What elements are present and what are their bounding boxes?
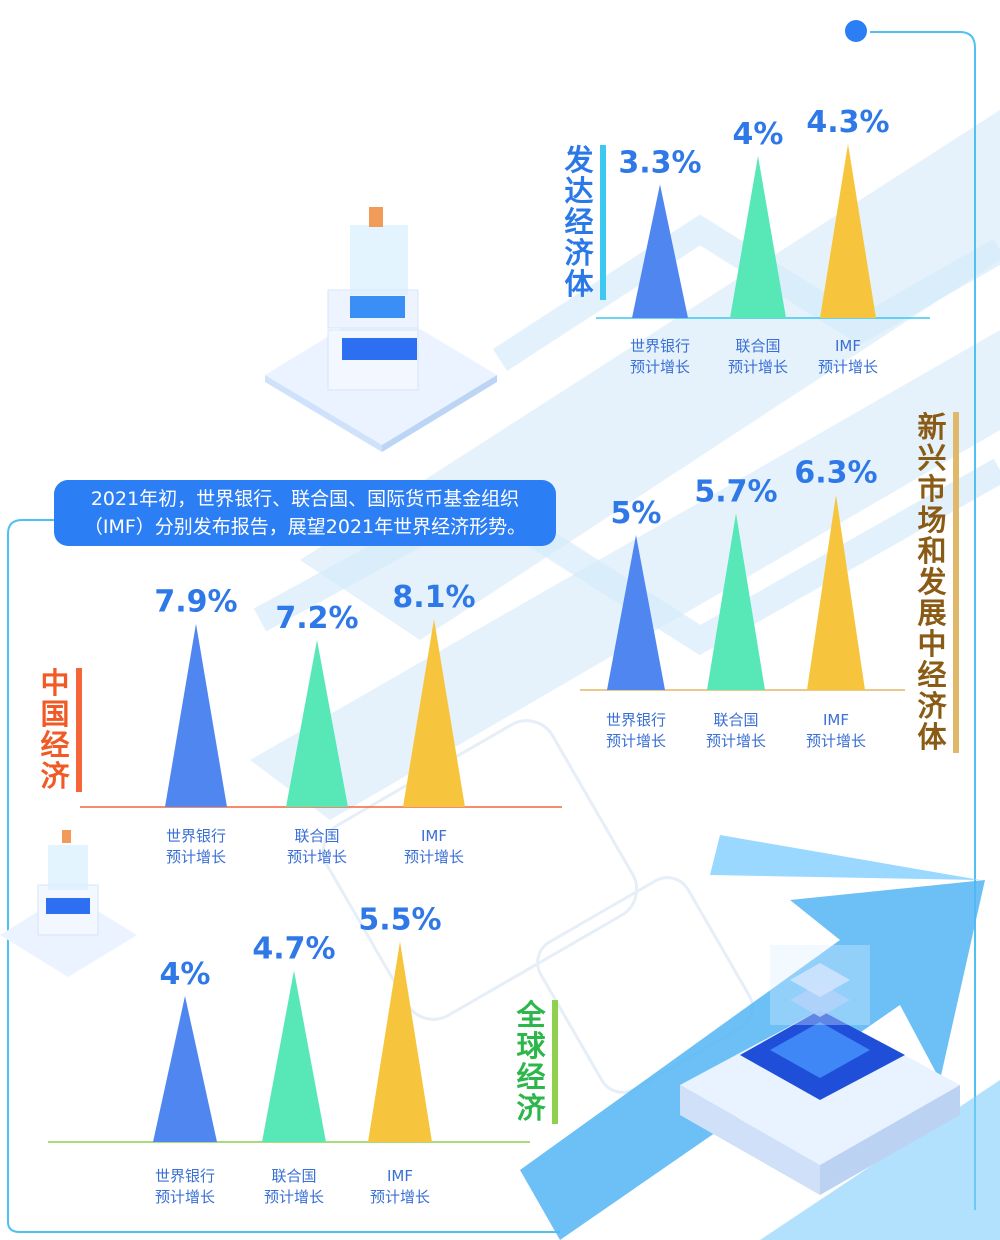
chart-value-label: 4.7% — [252, 931, 335, 966]
chart-title-developed: 发达经济体 — [562, 145, 606, 300]
chart-category-label: IMF 预计增长 — [379, 826, 489, 868]
chart-category-line: IMF — [387, 1167, 413, 1185]
chart-bar — [153, 996, 217, 1142]
chart-value-label: 8.1% — [392, 580, 475, 615]
server-icon — [265, 207, 497, 452]
chart-category-line: IMF — [823, 711, 849, 729]
chart-title-char: 场 — [917, 503, 947, 537]
chart-category-line: 预计增长 — [286, 848, 347, 866]
chart-title-char: 和 — [917, 534, 947, 568]
chart-category-line: 预计增长 — [403, 848, 464, 866]
chart-bar — [262, 970, 326, 1142]
chart-category-label: IMF 预计增长 — [793, 336, 903, 378]
chart-bar — [403, 619, 465, 807]
chart-bar — [730, 156, 786, 318]
chart-category-line: IMF — [421, 827, 447, 845]
chart-title-char: 济 — [917, 689, 947, 723]
chart-title-char: 市 — [917, 472, 947, 506]
chart-bar — [165, 623, 227, 807]
chart-category-label: 世界银行 预计增长 — [605, 336, 715, 378]
chart-title-char: 经 — [516, 1060, 546, 1094]
intro-line-1: 2021年初，世界银行、联合国、国际货币基金组织 — [90, 488, 520, 510]
chart-value-label: 4% — [733, 117, 784, 152]
chart-category-line: 联合国 — [713, 711, 759, 729]
chart-category-line: 预计增长 — [165, 848, 226, 866]
chart-title-char: 兴 — [917, 441, 947, 475]
chart-title-char: 经 — [564, 205, 594, 239]
chart-title-char: 体 — [564, 267, 594, 301]
decor-dot-icon — [845, 20, 867, 42]
chart-category-label: 联合国 预计增长 — [239, 1166, 349, 1208]
chart-category-line: 预计增长 — [369, 1188, 430, 1206]
chart-category-label: 联合国 预计增长 — [703, 336, 813, 378]
chart-bar — [286, 639, 348, 807]
chart-category-line: 预计增长 — [727, 358, 788, 376]
chart-title-char: 济 — [516, 1091, 546, 1125]
chart-title-char: 国 — [40, 697, 70, 731]
chart-title-emerging: 新兴市场和发展中经济体 — [915, 412, 959, 753]
dashboard-device-icon — [680, 945, 960, 1195]
chart-category-line: 预计增长 — [705, 732, 766, 750]
chart-title-char: 达 — [564, 174, 594, 208]
chart-category-line: 预计增长 — [629, 358, 690, 376]
chart-category-line: 世界银行 — [629, 337, 690, 355]
chart-category-line: 世界银行 — [605, 711, 666, 729]
chart-title-china: 中国经济 — [38, 668, 82, 792]
chart-title-char: 中 — [40, 666, 70, 700]
chart-category-label: 联合国 预计增长 — [681, 710, 791, 752]
chart-category-line: 预计增长 — [817, 358, 878, 376]
chart-title-char: 济 — [564, 236, 594, 270]
chart-category-line: 预计增长 — [605, 732, 666, 750]
chart-bar — [368, 941, 432, 1142]
chart-bar — [607, 535, 665, 690]
chart-bar — [807, 494, 865, 690]
chart-category-line: 预计增长 — [154, 1188, 215, 1206]
chart-category-line: 联合国 — [294, 827, 340, 845]
chart-category-label: 世界银行 预计增长 — [141, 826, 251, 868]
chart-value-label: 5.5% — [358, 902, 441, 937]
chart-title-char: 新 — [917, 410, 947, 444]
chart-value-label: 4.3% — [806, 105, 889, 140]
chart-value-label: 7.2% — [275, 601, 358, 636]
chart-category-line: 联合国 — [271, 1167, 317, 1185]
chart-title-char: 体 — [917, 720, 947, 754]
chart-value-label: 5% — [611, 496, 662, 531]
chart-category-label: IMF 预计增长 — [345, 1166, 455, 1208]
chart-title-char: 球 — [516, 1029, 546, 1063]
chart-value-label: 6.3% — [794, 456, 877, 491]
chart-category-line: 预计增长 — [805, 732, 866, 750]
chart-bar — [707, 513, 765, 690]
chart-title-char: 经 — [917, 658, 947, 692]
chart-category-line: 世界银行 — [154, 1167, 215, 1185]
intro-banner: 2021年初，世界银行、联合国、国际货币基金组织 （IMF）分别发布报告，展望2… — [54, 480, 556, 546]
chart-value-label: 3.3% — [618, 145, 701, 180]
chart-title-char: 经 — [40, 728, 70, 762]
chart-category-line: 预计增长 — [263, 1188, 324, 1206]
chart-value-label: 7.9% — [154, 585, 237, 620]
chart-category-line: IMF — [835, 337, 861, 355]
chart-category-line: 世界银行 — [165, 827, 226, 845]
intro-line-2: （IMF）分别发布报告，展望2021年世界经济形势。 — [83, 516, 527, 538]
chart-title-char: 中 — [917, 627, 947, 661]
chart-category-label: 世界银行 预计增长 — [581, 710, 691, 752]
chart-value-label: 5.7% — [694, 474, 777, 509]
chart-category-line: 联合国 — [735, 337, 781, 355]
chart-category-label: 世界银行 预计增长 — [130, 1166, 240, 1208]
small-server-icon — [0, 830, 137, 977]
chart-title-char: 发 — [917, 565, 947, 599]
chart-title-char: 济 — [40, 759, 70, 793]
chart-title-char: 展 — [917, 596, 947, 630]
chart-category-label: IMF 预计增长 — [781, 710, 891, 752]
chart-title-global: 全球经济 — [514, 1000, 558, 1124]
chart-title-char: 全 — [516, 998, 546, 1032]
chart-title-char: 发 — [564, 143, 594, 177]
chart-value-label: 4% — [160, 957, 211, 992]
chart-category-label: 联合国 预计增长 — [262, 826, 372, 868]
chart-bar — [820, 143, 876, 318]
chart-bar — [632, 184, 688, 318]
